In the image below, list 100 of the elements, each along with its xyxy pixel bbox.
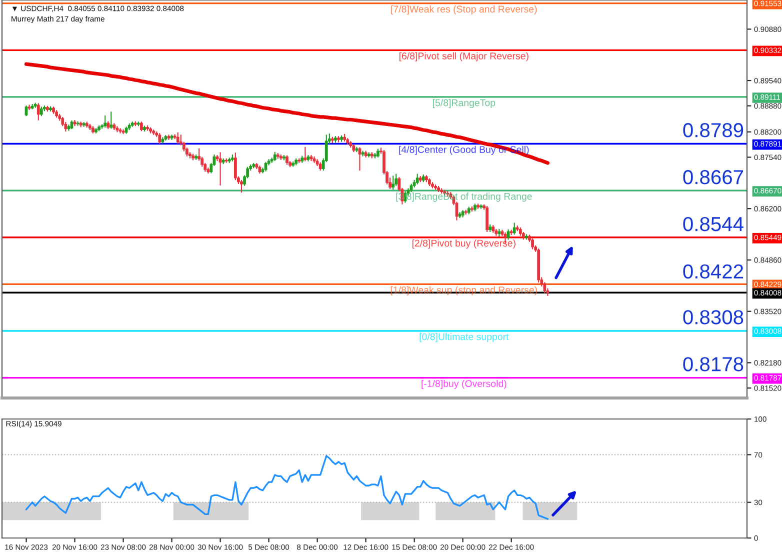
candlestick [224,158,228,163]
candlestick [46,106,49,112]
candlestick [525,234,528,240]
candlestick [473,204,476,212]
candlestick [537,248,540,283]
candlestick [170,134,174,140]
candlestick [36,103,40,120]
ref-line-label: [-1/8]buy (Oversold) [422,380,506,389]
candlestick [376,148,380,158]
candlestick [337,136,340,142]
candlestick [222,158,225,164]
candlestick [352,144,356,152]
candlestick [416,174,419,184]
ref-line-label: [7/8]Weak res (Stop and Reverse) [391,5,537,14]
candlestick [164,135,168,141]
candlestick [118,128,122,134]
candlestick [434,184,437,190]
ref-line-label: [6/8]Pivot sell (Major Reverse) [399,52,528,62]
candlestick [476,204,480,209]
candlestick [255,162,258,170]
candlestick [140,122,143,132]
candlestick [300,156,304,163]
line-series [25,455,549,520]
candlestick [192,154,194,160]
candlestick [273,152,276,162]
candlestick [240,180,243,192]
candlestick [286,155,288,165]
text: 0.8422 [683,264,744,279]
candlestick [310,154,313,162]
candlestick [486,206,489,232]
candlestick [134,121,137,126]
candlestick [488,224,492,232]
candlestick [437,186,440,192]
candlestick [49,106,52,112]
candlestick [367,152,370,158]
candlestick [24,105,28,116]
candlestick [392,176,395,190]
candlestick [306,154,310,162]
text: 0.8308 [683,310,744,324]
candlestick [431,182,434,188]
candlestick [98,125,100,132]
text: 0.8789 [683,123,744,138]
candlestick [424,175,428,182]
candlestick [531,238,534,250]
candlestick [30,104,34,110]
line-series [24,62,550,165]
candlestick [334,136,337,143]
candlestick [458,212,462,218]
candlestick [461,210,464,218]
candlestick [85,122,88,128]
candlestick [76,121,80,126]
candlestick [110,112,113,129]
candlestick [230,154,234,162]
candlestick [422,174,425,182]
candlestick [294,158,298,166]
candlestick [158,133,162,144]
candlestick [55,110,58,118]
candlestick [173,134,176,140]
candlestick [28,104,31,110]
candlestick [304,146,307,162]
candlestick [122,129,125,134]
candlestick [467,206,470,214]
candlestick [218,152,222,186]
text: 0.8667 [683,170,744,184]
candlestick [410,184,413,192]
candlestick [176,132,180,144]
ref-line-label: [0/8]Ultimate support [420,333,509,342]
candlestick [394,174,398,186]
candlestick [70,120,74,130]
text: 0.8178 [683,357,744,372]
candlestick [418,176,422,182]
candlestick [52,106,55,114]
candlestick [252,162,256,168]
candlestick [346,138,350,145]
candlestick [104,115,107,128]
ref-line-label: [2/8]Pivot buy (Reverse) [412,239,516,249]
candlestick [340,135,343,142]
candlestick [82,122,86,127]
candlestick [152,130,156,135]
candlestick [428,178,431,186]
candlestick [494,228,498,236]
candlestick [440,188,444,194]
candlestick [106,121,110,130]
candlestick [34,102,37,108]
candlestick [128,124,131,130]
candlestick [143,126,146,132]
candlestick [512,222,516,235]
candlestick [88,124,92,130]
candlestick [234,152,237,180]
candlestick [358,147,362,171]
candlestick [312,156,316,163]
candlestick [364,150,368,158]
candlestick [228,158,231,163]
candlestick [298,158,301,163]
ref-line-label: [5/8]RangeTop [432,99,496,108]
candlestick [112,123,116,130]
candlestick [40,106,43,116]
candlestick [518,227,522,236]
candlestick [67,124,70,131]
candlestick [470,206,474,212]
